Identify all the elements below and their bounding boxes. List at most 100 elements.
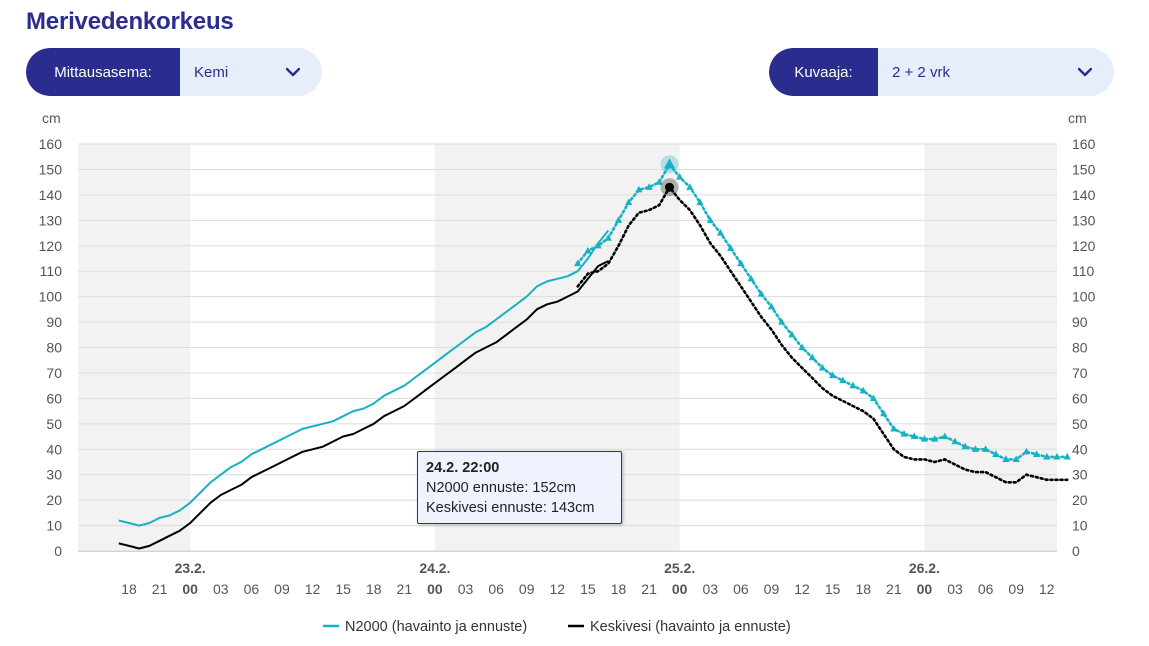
forecast-marker — [676, 173, 684, 180]
station-selector-value[interactable]: Kemi — [180, 48, 322, 96]
y-tick-label-left: 60 — [46, 390, 62, 406]
tooltip-keskivesi: Keskivesi ennuste: 143cm — [426, 500, 595, 516]
forecast-marker — [614, 216, 623, 223]
forecast-marker — [1002, 455, 1010, 463]
x-tick-label: 06 — [733, 581, 749, 597]
x-tick-label: 00 — [917, 581, 933, 597]
x-tick-label: 21 — [641, 581, 657, 597]
forecast-marker — [880, 409, 888, 417]
y-tick-label-left: 40 — [46, 441, 62, 457]
graph-selector[interactable]: Kuvaaja: 2 + 2 vrk — [769, 48, 1114, 96]
y-tick-label-left: 70 — [46, 365, 62, 381]
forecast-marker — [829, 371, 837, 379]
forecast-marker — [971, 445, 980, 452]
chart-tooltip: 24.2. 22:00 N2000 ennuste: 152cm Keskive… — [417, 451, 622, 524]
x-tick-label: 18 — [366, 581, 382, 597]
y-tick-label-right: 120 — [1072, 238, 1096, 254]
y-tick-label-right: 160 — [1072, 136, 1096, 152]
y-tick-label-left: 150 — [39, 161, 63, 177]
x-tick-label: 03 — [213, 581, 229, 597]
y-tick-label-left: 10 — [46, 518, 62, 534]
x-tick-label: 00 — [672, 581, 688, 597]
x-tick-label: 09 — [1008, 581, 1024, 597]
station-selector-label: Mittausasema: — [26, 48, 180, 96]
y-tick-label-right: 90 — [1072, 314, 1088, 330]
forecast-marker — [890, 424, 898, 432]
y-tick-label-left: 30 — [46, 467, 62, 483]
forecast-marker — [778, 318, 786, 325]
y-tick-label-right: 130 — [1072, 212, 1096, 228]
x-tick-label: 18 — [611, 581, 627, 597]
chevron-down-icon[interactable] — [286, 65, 300, 79]
y-tick-label-left: 100 — [39, 289, 63, 305]
graph-selector-value[interactable]: 2 + 2 vrk — [878, 48, 1114, 96]
y-tick-label-right: 110 — [1072, 263, 1095, 279]
x-tick-label: 18 — [855, 581, 871, 597]
x-date-label: 24.2. — [419, 560, 450, 576]
forecast-marker — [737, 259, 745, 267]
forecast-marker — [1043, 452, 1051, 460]
forecast-marker — [625, 198, 633, 206]
forecast-marker — [655, 178, 663, 185]
y-tick-label-left: 50 — [46, 416, 62, 432]
forecast-marker — [920, 435, 929, 442]
forecast-marker — [696, 198, 704, 206]
y-tick-label-right: 50 — [1072, 416, 1088, 432]
forecast-marker — [808, 353, 816, 361]
tooltip-n2000: N2000 ennuste: 152cm — [426, 480, 576, 496]
forecast-marker — [900, 429, 908, 437]
y-tick-label-right: 0 — [1072, 543, 1080, 559]
station-selector[interactable]: Mittausasema: Kemi — [26, 48, 322, 96]
y-tick-label-left: 80 — [46, 340, 62, 356]
forecast-marker — [706, 216, 714, 223]
page-title: Merivedenkorkeus — [26, 8, 234, 35]
x-tick-label: 15 — [335, 581, 351, 597]
y-axis-unit-left: cm — [42, 110, 61, 126]
forecast-marker — [992, 450, 1000, 457]
x-tick-label: 03 — [947, 581, 963, 597]
y-tick-label-right: 60 — [1072, 390, 1088, 406]
forecast-marker — [941, 432, 949, 440]
series-line — [118, 260, 609, 550]
forecast-marker — [727, 244, 735, 251]
y-tick-label-left: 160 — [39, 136, 63, 152]
x-tick-label: 09 — [274, 581, 290, 597]
forecast-marker — [1012, 455, 1020, 463]
chevron-down-icon[interactable] — [1078, 65, 1092, 79]
forecast-marker — [747, 274, 755, 282]
forecast-marker — [1053, 452, 1061, 460]
forecast-marker — [767, 302, 776, 310]
x-tick-label: 12 — [550, 581, 566, 597]
x-tick-label: 09 — [519, 581, 535, 597]
tooltip-time: 24.2. 22:00 — [426, 460, 500, 476]
x-tick-label: 15 — [580, 581, 596, 597]
y-tick-label-left: 140 — [39, 187, 63, 203]
x-tick-label: 18 — [121, 581, 137, 597]
y-tick-label-left: 110 — [40, 263, 63, 279]
y-tick-label-right: 150 — [1072, 161, 1096, 177]
hover-point — [664, 182, 674, 192]
y-tick-label-left: 0 — [54, 543, 62, 559]
forecast-marker — [1033, 450, 1041, 457]
x-tick-label: 09 — [764, 581, 780, 597]
x-tick-label: 03 — [702, 581, 718, 597]
forecast-marker — [849, 381, 857, 389]
x-tick-label: 06 — [488, 581, 504, 597]
x-tick-label: 15 — [825, 581, 841, 597]
x-tick-label: 21 — [152, 581, 168, 597]
x-tick-label: 12 — [305, 581, 321, 597]
forecast-marker — [574, 259, 582, 267]
forecast-marker — [594, 241, 602, 249]
forecast-marker — [757, 290, 765, 297]
graph-selector-label: Kuvaaja: — [769, 48, 878, 96]
x-tick-label: 06 — [978, 581, 994, 597]
x-date-label: 23.2. — [175, 560, 206, 576]
y-tick-label-right: 80 — [1072, 340, 1088, 356]
legend-label: N2000 (havainto ja ennuste) — [345, 619, 527, 635]
y-tick-label-right: 10 — [1072, 518, 1088, 534]
x-tick-label: 12 — [1039, 581, 1055, 597]
forecast-marker — [859, 386, 867, 394]
forecast-marker — [1063, 452, 1071, 460]
y-tick-label-left: 90 — [46, 314, 62, 330]
